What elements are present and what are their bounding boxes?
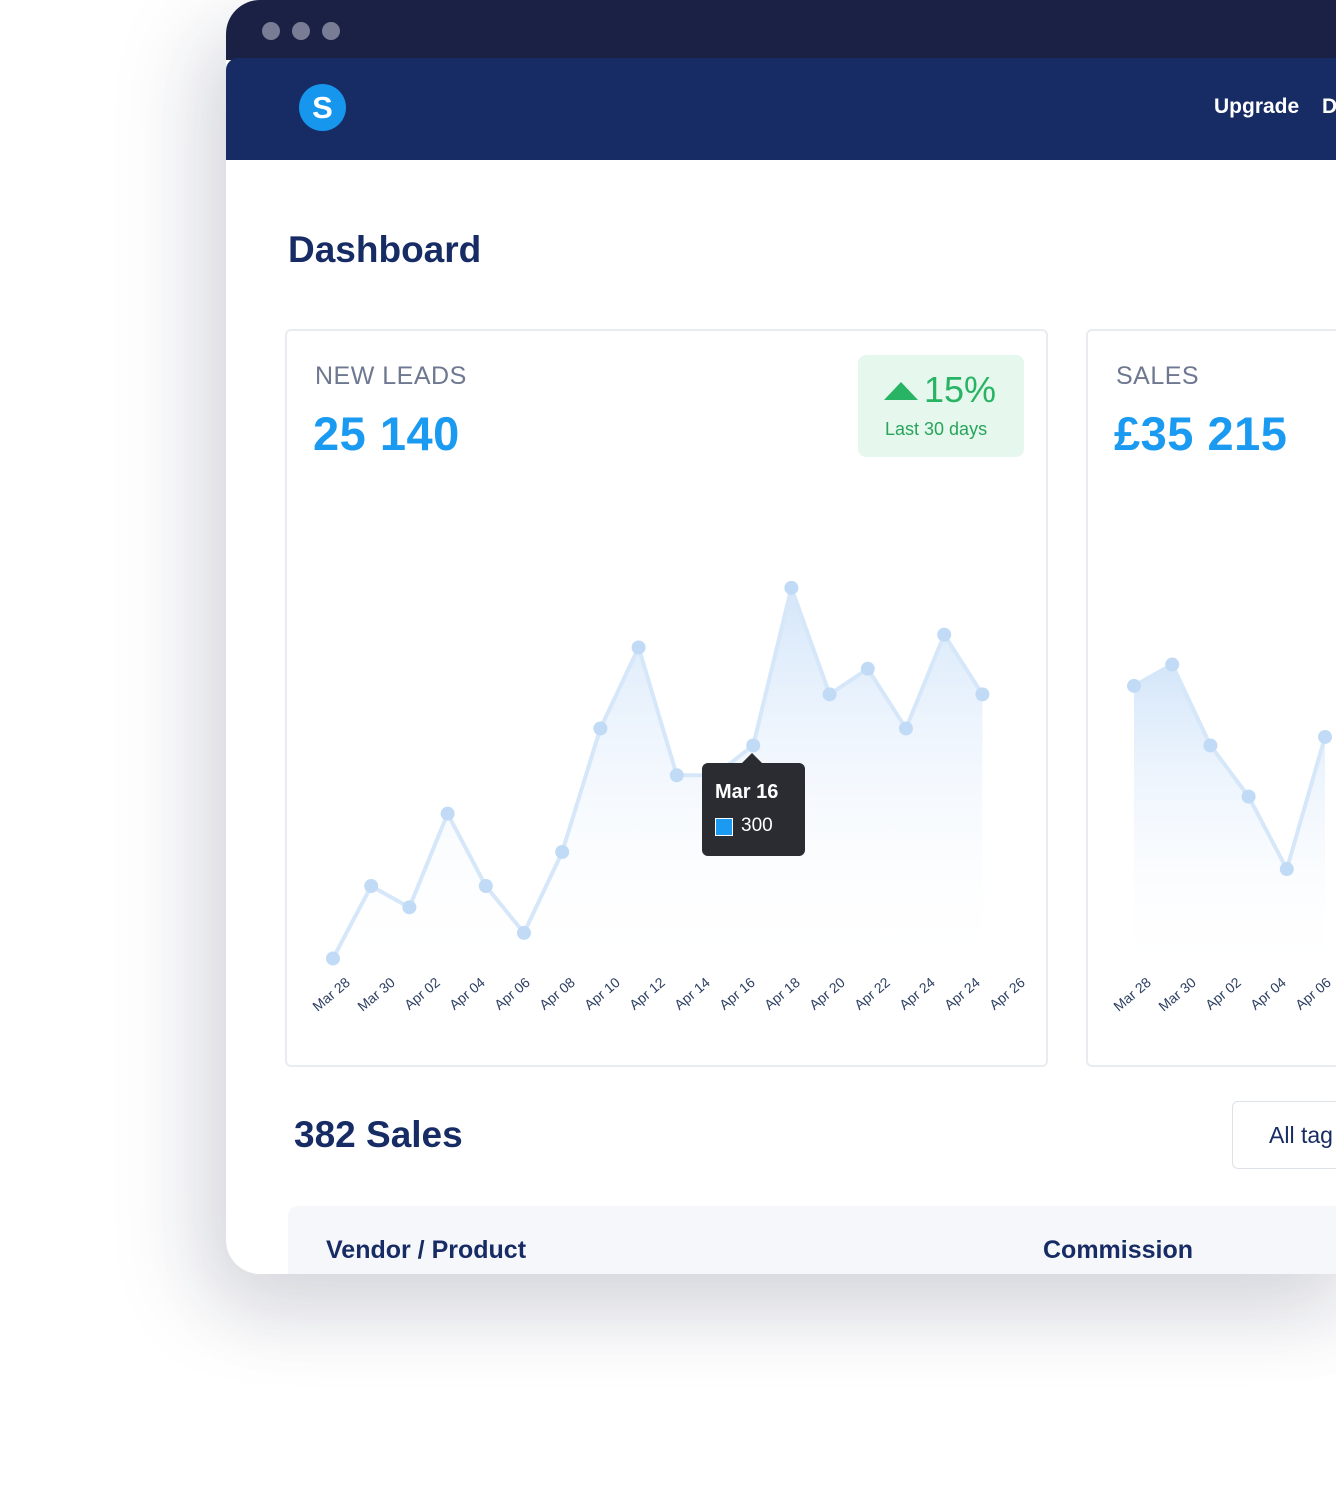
series-line (331, 585, 985, 960)
data-point (402, 900, 417, 915)
tooltip-swatch (715, 818, 733, 836)
data-point (1127, 678, 1141, 693)
column-header-vendor[interactable]: Vendor / Product (326, 1236, 527, 1264)
data-point (1279, 862, 1294, 877)
data-point (860, 661, 875, 676)
browser-window: S Upgrade D Dashboard NEW LEADS 25 140 1… (226, 0, 1336, 1274)
window-titlebar (226, 0, 1336, 60)
sales-chart[interactable]: Mar 28 Mar 30 Apr 02 Apr 04 Apr 06 (1088, 331, 1336, 1065)
card-label: SALES (1116, 362, 1200, 390)
data-point (326, 951, 340, 966)
data-point (1318, 729, 1332, 744)
data-point (478, 879, 493, 894)
sales-count-title: 382 Sales (294, 1114, 463, 1155)
table-header: Vendor / Product Commission (288, 1206, 1336, 1274)
data-point (1203, 738, 1218, 753)
trend-badge: 15% Last 30 days (858, 355, 1024, 457)
nav-link-truncated[interactable]: D (1322, 95, 1336, 118)
chart-tooltip: Mar 16 300 (702, 753, 805, 856)
arrow-up-icon (884, 382, 918, 400)
data-point (975, 687, 990, 702)
tooltip-value: 300 (741, 815, 773, 836)
new-leads-card: NEW LEADS 25 140 15% Last 30 days Mar 28… (285, 329, 1048, 1067)
column-header-commission[interactable]: Commission (1043, 1236, 1194, 1264)
page-title: Dashboard (288, 229, 482, 270)
data-point (899, 721, 913, 736)
upgrade-link[interactable]: Upgrade (1214, 95, 1300, 118)
data-point (364, 879, 379, 894)
window-close-dot[interactable] (262, 22, 280, 40)
series-area (1134, 664, 1325, 981)
card-label: NEW LEADS (315, 362, 467, 390)
data-point (593, 721, 608, 736)
series-line (1133, 662, 1327, 872)
x-tick-label: Apr 26 (986, 974, 1028, 1013)
leads-chart[interactable]: Mar 28 Mar 30 Apr 02 Apr 04 Apr 06 Apr 08 Apr … (287, 331, 1046, 1065)
tooltip-date: Mar 16 (715, 781, 779, 803)
data-point (746, 738, 761, 753)
data-point (822, 687, 837, 702)
app-header: S Upgrade D (226, 58, 1336, 160)
card-value: £35 215 (1114, 407, 1288, 460)
x-tick-label: Mar 28 (1110, 974, 1154, 1014)
trend-percent: 15% (924, 369, 997, 410)
sales-card: SALES £35 215 Mar 28 Mar 30 Apr 02 Apr 04 Ap… (1086, 329, 1336, 1067)
data-point (631, 640, 646, 655)
data-point (1165, 657, 1180, 672)
series-area (333, 587, 983, 981)
window-maximize-dot[interactable] (322, 22, 340, 40)
data-point (669, 768, 684, 783)
card-value: 25 140 (313, 407, 460, 460)
data-point (555, 844, 570, 859)
data-point (1241, 789, 1256, 804)
logo-icon[interactable]: S (299, 84, 346, 131)
data-point (517, 925, 531, 940)
window-minimize-dot[interactable] (292, 22, 310, 40)
x-tick-label: Mar 28 (309, 974, 353, 1014)
data-point (784, 580, 799, 595)
tag-filter-select[interactable]: All tag (1232, 1101, 1336, 1169)
data-point (440, 806, 455, 821)
trend-period: Last 30 days (885, 419, 988, 439)
data-point (937, 627, 952, 642)
